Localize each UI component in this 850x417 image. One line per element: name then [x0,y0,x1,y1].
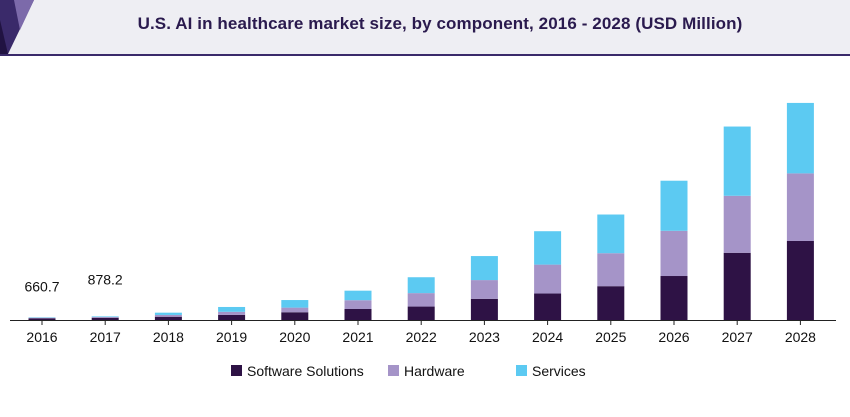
bar-services-2026 [661,181,688,231]
x-tick-label-2017: 2017 [90,329,121,345]
bar-services-2018 [155,313,182,315]
bar-software-solutions-2016 [29,318,56,320]
x-tick-label-2016: 2016 [26,329,57,345]
bar-hardware-2024 [534,265,561,294]
bar-services-2017 [92,316,119,317]
bar-services-2022 [408,277,435,293]
bar-software-solutions-2020 [281,312,308,320]
bar-services-2025 [597,215,624,254]
legend-label-software-solutions: Software Solutions [247,363,364,379]
bar-hardware-2022 [408,293,435,306]
bar-hardware-2021 [345,300,372,309]
x-tick-label-2027: 2027 [722,329,753,345]
x-tick-label-2028: 2028 [785,329,816,345]
legend-swatch-software-solutions [231,365,242,376]
chart-title: U.S. AI in healthcare market size, by co… [40,14,840,34]
bar-services-2024 [534,231,561,264]
bar-software-solutions-2023 [471,299,498,320]
bar-software-solutions-2021 [345,309,372,320]
bar-software-solutions-2025 [597,286,624,320]
bar-software-solutions-2028 [787,241,814,320]
x-tick-label-2018: 2018 [153,329,184,345]
bar-hardware-2023 [471,280,498,299]
x-tick-label-2020: 2020 [279,329,310,345]
legend-swatch-hardware [388,365,399,376]
bar-software-solutions-2017 [92,318,119,320]
x-tick-label-2021: 2021 [342,329,373,345]
x-tick-label-2025: 2025 [595,329,626,345]
bar-hardware-2020 [281,308,308,313]
bar-hardware-2028 [787,173,814,241]
bar-services-2019 [218,307,245,312]
bar-hardware-2016 [29,318,56,319]
data-label-2017: 878.2 [88,271,123,287]
bar-hardware-2027 [724,196,751,253]
chart-area: 2016 2017 2018 2019 2020 2021 2022 2023 2024 2025… [0,56,850,412]
bar-software-solutions-2027 [724,253,751,320]
legend-swatch-services [516,365,527,376]
x-tick-label-2022: 2022 [406,329,437,345]
legend-label-hardware: Hardware [404,363,465,379]
bar-hardware-2026 [661,231,688,276]
bar-hardware-2017 [92,317,119,318]
bar-services-2020 [281,300,308,308]
bar-services-2023 [471,256,498,280]
x-tick-label-2023: 2023 [469,329,500,345]
bar-hardware-2018 [155,315,182,317]
legend-label-services: Services [532,363,586,379]
bar-services-2027 [724,127,751,196]
x-tick-label-2026: 2026 [658,329,689,345]
bar-software-solutions-2026 [661,276,688,320]
bar-hardware-2025 [597,253,624,286]
chart-svg: 2016 2017 2018 2019 2020 2021 2022 2023 2024 2025… [0,56,850,412]
bar-services-2021 [345,291,372,301]
x-tick-label-2024: 2024 [532,329,563,345]
bar-software-solutions-2018 [155,317,182,320]
bar-services-2028 [787,103,814,173]
brand-logo-icon [0,0,40,56]
x-tick-label-2019: 2019 [216,329,247,345]
bar-hardware-2019 [218,312,245,315]
bar-software-solutions-2024 [534,294,561,320]
data-label-2016: 660.7 [24,278,59,294]
bar-software-solutions-2019 [218,315,245,320]
bar-software-solutions-2022 [408,307,435,320]
